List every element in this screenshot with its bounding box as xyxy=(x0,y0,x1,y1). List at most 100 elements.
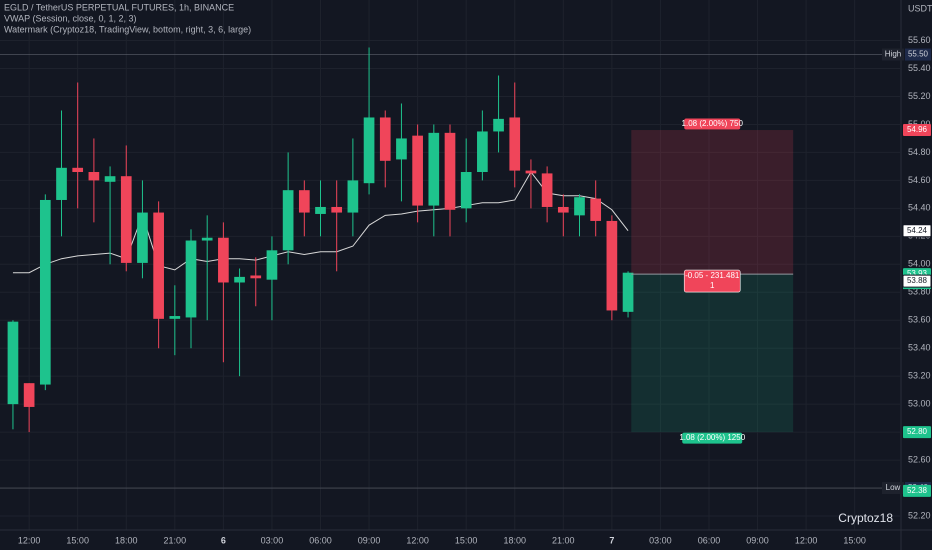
price-label-box xyxy=(903,484,931,497)
candle-body xyxy=(201,237,213,241)
y-tick-label: 52.20 xyxy=(908,510,931,520)
candle-body xyxy=(266,250,278,280)
x-tick-label: 15:00 xyxy=(455,535,478,545)
candle-body xyxy=(574,197,585,216)
price-label: 54.96 xyxy=(907,125,928,134)
y-tick-label: 53.20 xyxy=(908,371,931,381)
y-tick-label: 53.60 xyxy=(908,315,931,325)
grid xyxy=(0,0,900,530)
x-tick-label: 12:00 xyxy=(795,535,818,545)
candle-body xyxy=(331,206,343,213)
y-tick-label: 53.00 xyxy=(908,399,931,409)
x-tick-label: 15:00 xyxy=(66,535,89,545)
extreme-name: Low xyxy=(886,483,901,492)
y-tick-label: 54.80 xyxy=(908,147,931,157)
candle-body xyxy=(493,118,504,132)
extreme-name: High xyxy=(885,50,901,59)
y-tick-label: 53.80 xyxy=(908,287,931,297)
y-tick-label: 55.20 xyxy=(908,91,931,101)
candle-body xyxy=(347,180,359,213)
candle-body xyxy=(234,276,245,283)
candle-body xyxy=(412,135,423,206)
price-label-box xyxy=(902,274,932,288)
y-tick-label: 53.40 xyxy=(908,343,931,353)
candle-body xyxy=(23,383,35,407)
y-tick-label: 55.60 xyxy=(908,35,931,45)
target-zone xyxy=(631,274,794,433)
target-label-box xyxy=(682,432,743,444)
candle-body xyxy=(169,316,181,319)
extreme-tag xyxy=(882,482,904,495)
candle-body xyxy=(315,206,326,214)
indicator: Watermark (Cryptoz18, TradingView, botto… xyxy=(4,24,251,34)
candle-body xyxy=(444,132,456,210)
entry-label: -0.05 - 231.481 xyxy=(685,271,740,280)
price-label-box xyxy=(903,124,931,137)
candle-body xyxy=(104,176,116,182)
candle-body xyxy=(120,176,132,263)
extreme-label: 55.50 xyxy=(908,50,929,59)
candle-body xyxy=(525,170,537,174)
chart-title: EGLD / TetherUS PERPETUAL FUTURES, 1h, B… xyxy=(4,2,234,12)
candle-body xyxy=(428,132,440,206)
candle-body xyxy=(72,167,84,173)
candle-body xyxy=(460,172,472,209)
vwap-line xyxy=(12,171,629,274)
candle-body xyxy=(606,220,618,311)
candle-body xyxy=(56,167,67,200)
indicator: VWAP (Session, close, 0, 1, 2, 3) xyxy=(4,13,137,23)
x-tick-label: 21:00 xyxy=(164,535,187,545)
y-tick-label: 52.60 xyxy=(908,454,931,464)
x-tick-label: 21:00 xyxy=(552,535,575,545)
extreme-box xyxy=(905,48,931,61)
entry-sublabel: 1 xyxy=(710,281,715,290)
stop-zone xyxy=(631,130,794,275)
y-tick-label: 55.00 xyxy=(908,119,931,129)
candle-body xyxy=(622,272,634,312)
candle-body xyxy=(396,138,407,160)
price-label: 52.38 xyxy=(907,486,928,495)
candle-body xyxy=(590,198,602,221)
price-label: 54.24 xyxy=(907,226,928,235)
candle-body xyxy=(185,240,197,318)
x-tick-label: 15:00 xyxy=(843,535,866,545)
entry-label-box xyxy=(683,269,741,293)
price-label: 53.88 xyxy=(907,276,928,285)
candle-body xyxy=(39,199,51,385)
candle-body xyxy=(363,117,375,184)
price-label: 53.93 xyxy=(907,269,928,278)
candle-body xyxy=(137,212,148,263)
watermark: Cryptoz18 xyxy=(838,511,893,525)
price-label-box xyxy=(902,224,932,238)
candle-body xyxy=(557,206,569,213)
x-tick-label: 18:00 xyxy=(503,535,526,545)
x-tick-label: 09:00 xyxy=(358,535,381,545)
x-tick-label: 7 xyxy=(609,535,614,545)
candle-body xyxy=(250,275,262,279)
candle-body xyxy=(379,117,391,161)
candle-body xyxy=(477,131,488,173)
x-tick-label: 12:00 xyxy=(406,535,429,545)
candle-body xyxy=(88,172,100,181)
x-tick-label: 12:00 xyxy=(18,535,41,545)
currency: USDT xyxy=(908,3,932,13)
stop-label-box xyxy=(684,118,741,130)
y-tick-label: 55.40 xyxy=(908,63,931,73)
y-tick-label: 54.40 xyxy=(908,203,931,213)
x-tick-label: 06:00 xyxy=(698,535,721,545)
y-tick-label: 54.60 xyxy=(908,175,931,185)
y-tick-label: 54.00 xyxy=(908,259,931,269)
candle-body xyxy=(282,190,294,251)
candle-body xyxy=(7,321,19,405)
x-tick-label: 09:00 xyxy=(746,535,769,545)
candle-body xyxy=(153,212,164,319)
x-tick-label: 06:00 xyxy=(309,535,332,545)
x-tick-label: 6 xyxy=(221,535,226,545)
x-tick-label: 03:00 xyxy=(261,535,284,545)
target-label: 1.08 (2.00%) 1250 xyxy=(679,433,745,442)
stop-label: 1.08 (2.00%) 750 xyxy=(682,119,744,128)
extreme-tag xyxy=(882,48,904,61)
x-tick-label: 18:00 xyxy=(115,535,138,545)
x-tick-label: 03:00 xyxy=(649,535,672,545)
